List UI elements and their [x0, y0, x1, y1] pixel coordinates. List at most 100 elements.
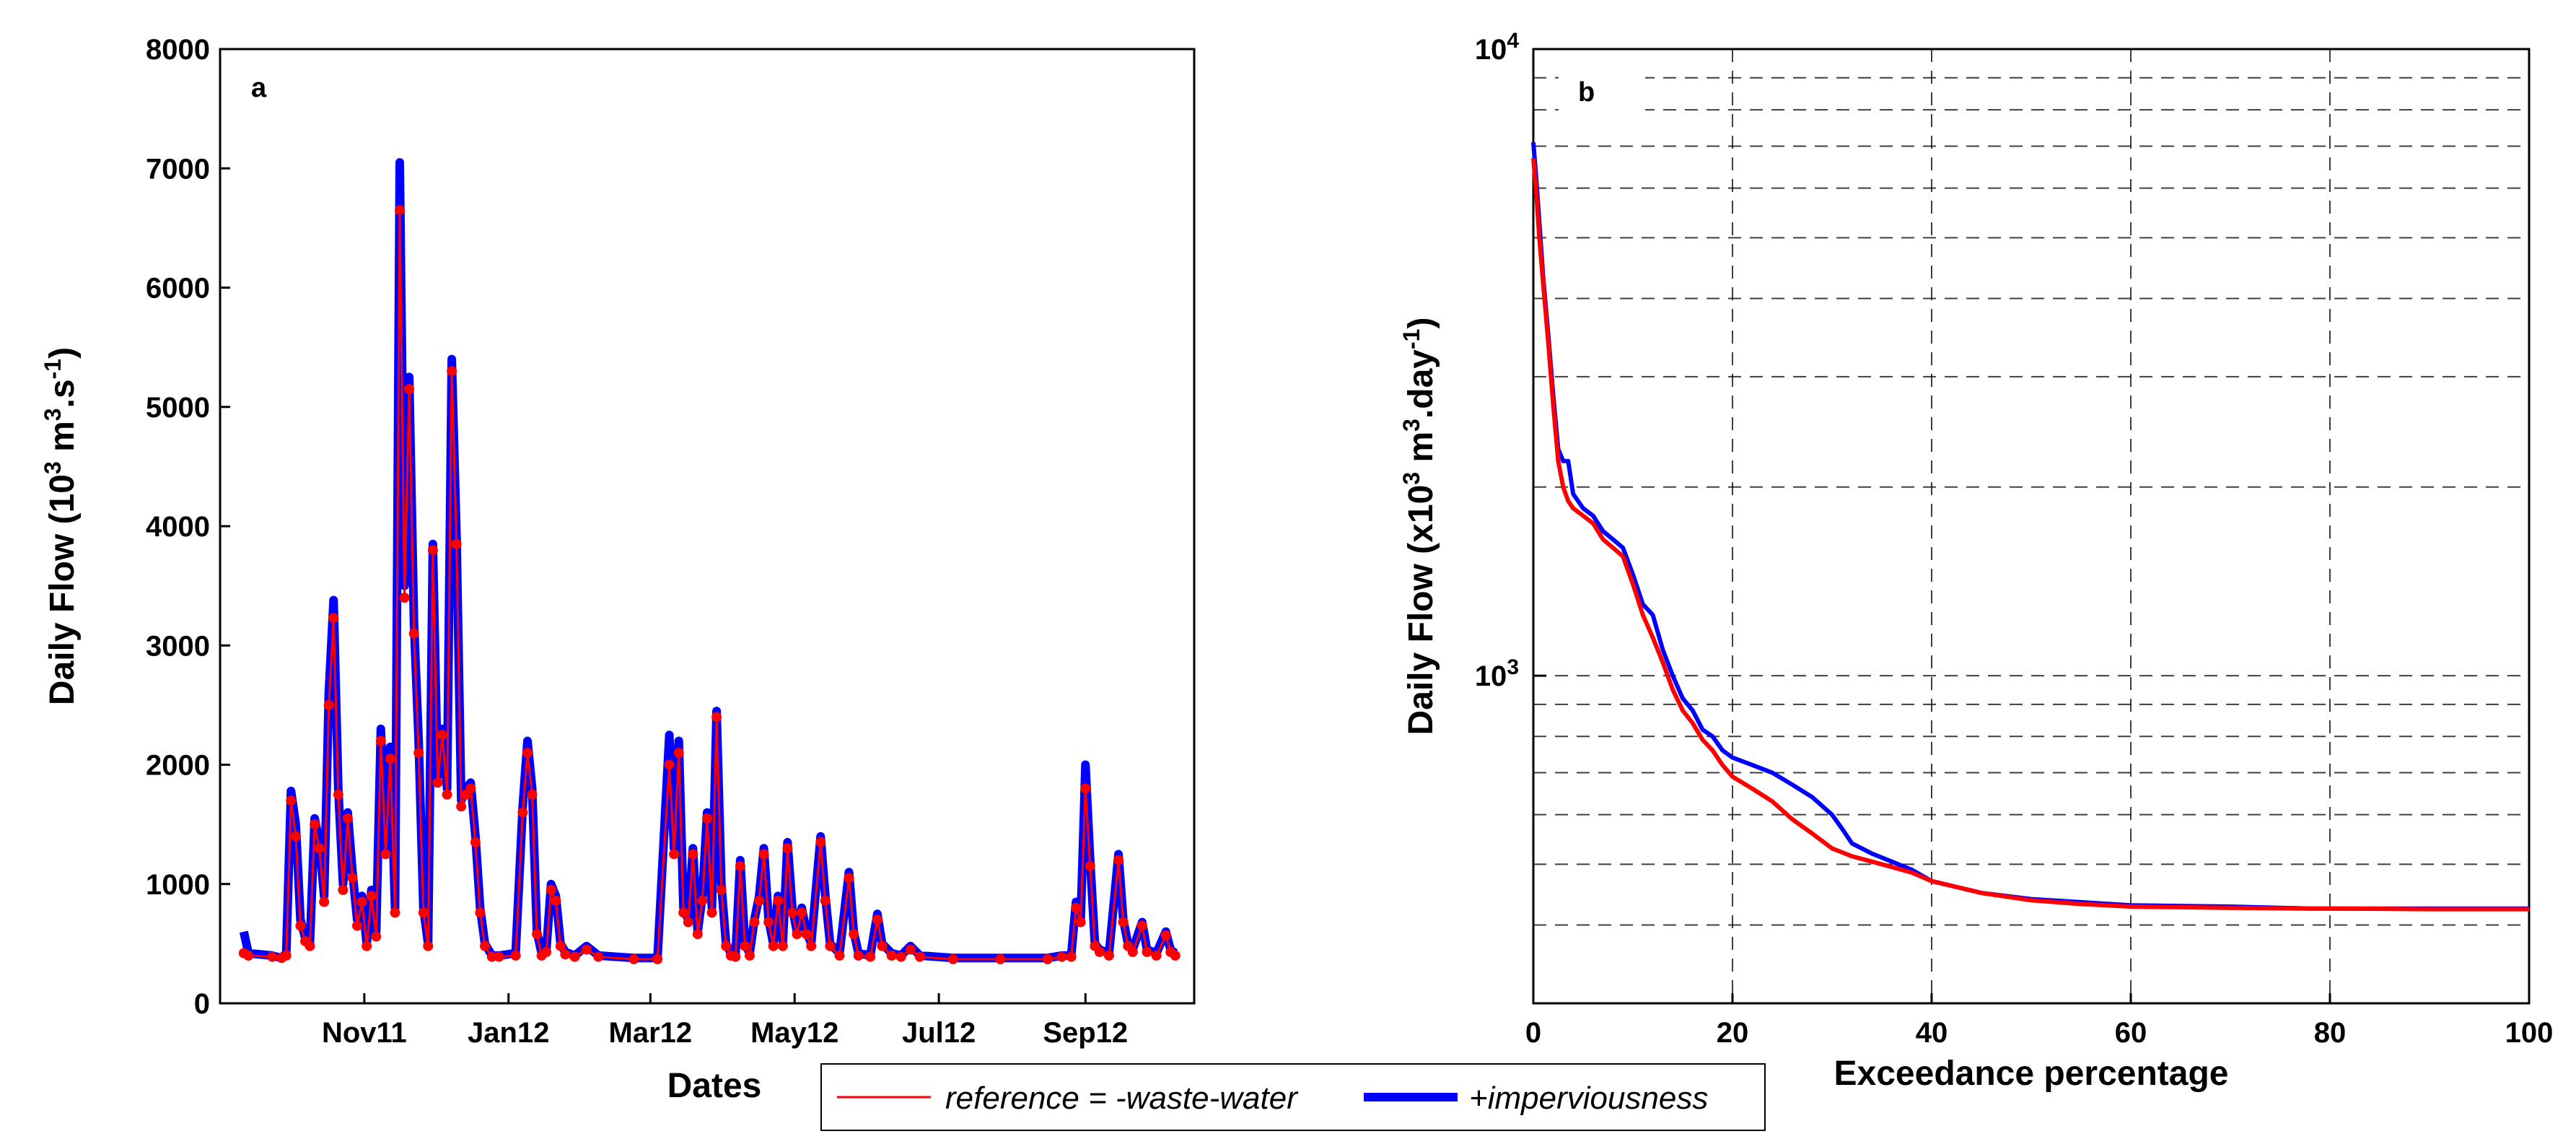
data-point	[806, 941, 817, 951]
y-axis-label-part: 3	[1398, 419, 1424, 432]
data-point	[427, 545, 438, 556]
y-tick-label: 0	[194, 988, 210, 1020]
y-tick-base: 10	[1475, 660, 1507, 692]
data-point	[782, 843, 793, 854]
data-point	[408, 628, 419, 639]
panel-a-series	[238, 158, 1180, 964]
panel-a-chart: 0 1000 2000 3000 4000 5000 6000 7000 8000 Nov11 J…	[40, 34, 1196, 1105]
data-point	[692, 929, 703, 940]
data-point	[286, 795, 297, 806]
data-point	[371, 931, 382, 942]
data-point	[995, 953, 1006, 964]
data-point	[342, 813, 353, 824]
data-point	[333, 789, 343, 800]
data-point	[815, 837, 826, 847]
data-point	[480, 941, 490, 951]
data-point	[527, 789, 538, 800]
data-point	[475, 907, 486, 918]
y-tick-label: 2000	[146, 750, 210, 782]
data-point	[702, 813, 712, 824]
legend-box	[820, 1063, 1766, 1131]
y-axis-label-part: 3	[40, 408, 66, 421]
data-point	[418, 907, 429, 918]
data-point	[267, 951, 278, 962]
data-point	[375, 736, 386, 746]
x-tick-label: Jul12	[902, 1017, 976, 1049]
x-tick-label: Nov11	[322, 1017, 407, 1049]
y-tick-label: 104	[1475, 29, 1520, 66]
data-point	[768, 941, 779, 951]
y-axis-label-part: )	[43, 347, 82, 359]
data-point	[749, 917, 760, 928]
x-tick-label: May12	[750, 1017, 838, 1049]
data-point	[697, 895, 708, 906]
panel-b-axes-box	[1532, 48, 2531, 1005]
y-axis-label-part: -1	[40, 359, 66, 379]
data-point	[517, 807, 528, 818]
data-point	[243, 950, 254, 961]
data-point	[763, 917, 774, 928]
y-tick-label: 6000	[146, 273, 210, 305]
y-axis-label-part: m	[43, 421, 82, 461]
data-point	[711, 712, 722, 723]
data-point	[1142, 946, 1152, 957]
data-point	[1066, 951, 1077, 962]
data-point	[362, 941, 372, 951]
data-point	[465, 783, 476, 794]
panel-b-grid	[1533, 49, 2529, 1003]
y-axis-label-part: .day	[1402, 349, 1440, 419]
data-point	[319, 896, 330, 907]
data-point	[628, 953, 639, 964]
x-tick-label: 20	[1717, 1017, 1749, 1049]
data-point	[356, 896, 367, 907]
data-point	[721, 941, 732, 951]
data-point	[745, 950, 755, 961]
data-point	[555, 941, 566, 951]
legend: reference = -waste-water +imperviousness	[820, 1063, 1766, 1131]
panel-a-x-axis-label: Dates	[667, 1067, 762, 1105]
data-point	[1118, 917, 1129, 928]
data-point	[432, 777, 443, 788]
data-point	[395, 205, 405, 216]
data-point	[886, 950, 897, 961]
data-point	[447, 366, 457, 377]
data-point	[310, 819, 320, 830]
y-tick-label: 7000	[146, 153, 210, 185]
data-point	[758, 849, 769, 860]
data-point	[683, 917, 693, 928]
data-point	[905, 944, 916, 955]
data-point	[305, 941, 315, 951]
data-point	[914, 951, 925, 962]
data-point	[787, 907, 797, 918]
x-tick-label: Sep12	[1043, 1017, 1128, 1049]
panel-b-label-backdrop	[1559, 66, 1645, 117]
panel-b-y-axis-label: Daily Flow (x103 m3.day-1)	[1398, 318, 1440, 736]
data-point	[569, 951, 580, 962]
data-point	[754, 895, 765, 906]
panel-a-y-axis-label: Daily Flow (103 m3.s-1)	[40, 347, 82, 705]
data-point	[1104, 950, 1114, 961]
data-point	[1113, 855, 1124, 865]
data-point	[947, 953, 958, 964]
panel-b-label: b	[1578, 77, 1595, 108]
panel-a-label: a	[251, 73, 267, 103]
data-point	[510, 950, 521, 961]
panel-b-x-axis-label: Exceedance percentage	[1834, 1055, 2229, 1093]
data-point	[546, 885, 556, 895]
y-tick-label: 8000	[146, 34, 210, 66]
y-tick-base: 10	[1475, 34, 1507, 66]
y-axis-label-part: 3	[40, 461, 66, 474]
data-point	[352, 920, 362, 931]
y-tick-label: 1000	[146, 869, 210, 901]
data-point	[442, 789, 452, 800]
data-point	[1080, 783, 1091, 794]
x-tick-label: 40	[1916, 1017, 1948, 1049]
data-point	[735, 861, 745, 871]
data-point	[801, 929, 812, 940]
data-point	[423, 941, 434, 951]
data-point	[295, 920, 306, 931]
data-point	[777, 941, 788, 951]
data-point	[825, 941, 836, 951]
data-point	[380, 849, 391, 860]
